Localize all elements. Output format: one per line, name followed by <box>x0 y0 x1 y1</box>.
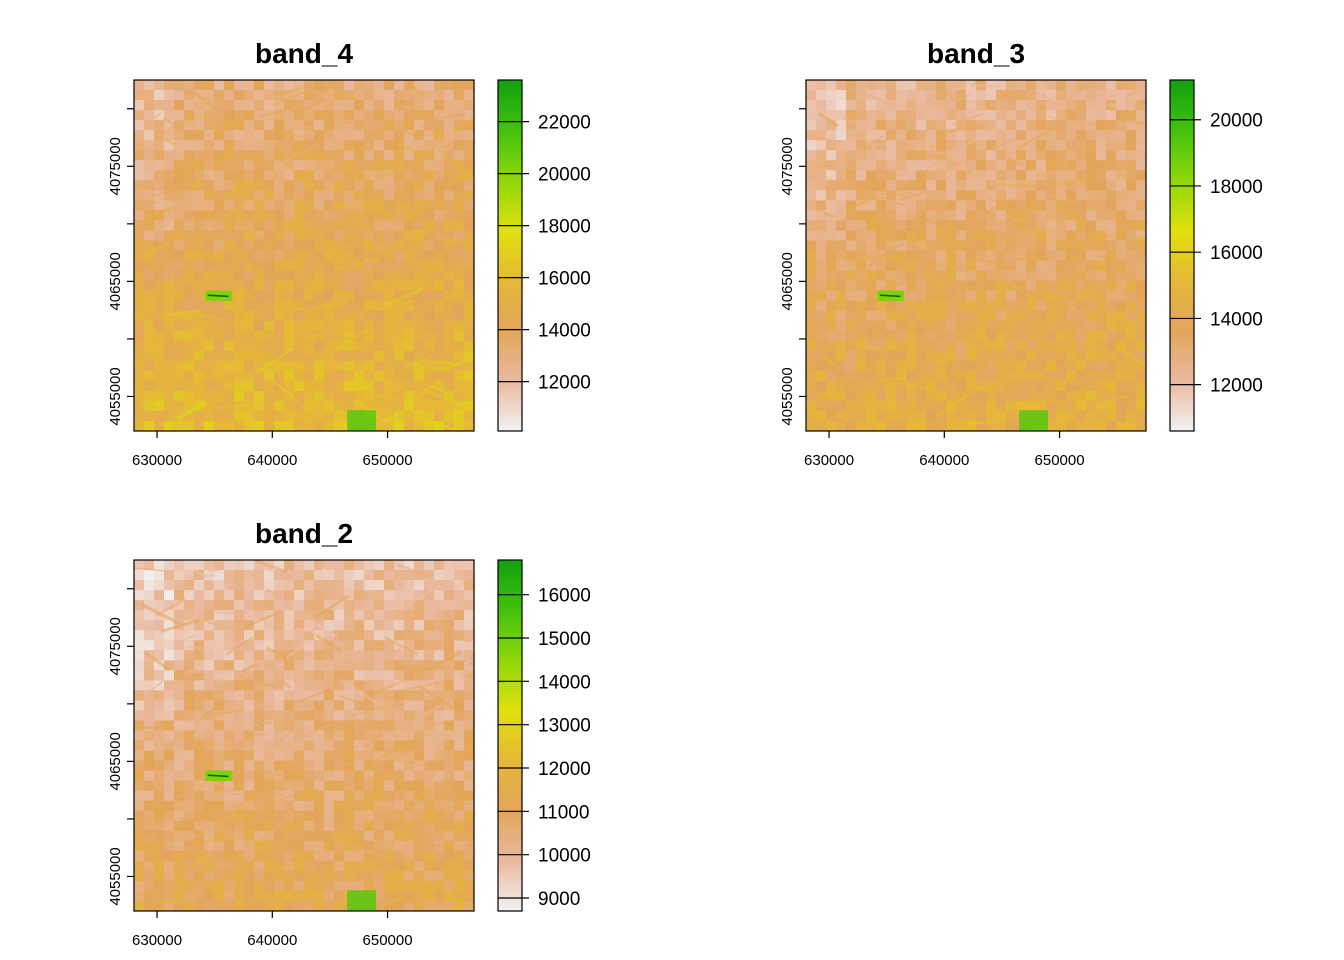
legend-tick-label: 12000 <box>538 373 591 394</box>
raster-image <box>134 560 474 911</box>
legend-frame <box>497 559 523 912</box>
x-tick-label: 640000 <box>919 452 969 469</box>
legend-tick-label: 16000 <box>1210 243 1263 264</box>
chart-panel-band_3: band_3 630000 640000 650000 4055000 4065000 40… <box>779 38 1263 469</box>
x-tick-label: 640000 <box>247 452 297 469</box>
raster-feature-green-field <box>347 890 377 911</box>
legend-tick-label: 11000 <box>538 802 589 823</box>
legend-tick-label: 16000 <box>538 586 591 607</box>
legend-tick-label: 20000 <box>538 165 591 186</box>
legend-tick-label: 22000 <box>538 113 591 134</box>
legend-colorbar: 12000 14000 16000 18000 20000 22000 <box>497 79 591 432</box>
chart-title: band_4 <box>255 38 353 69</box>
legend-tick-label: 18000 <box>538 217 591 238</box>
legend-tick-label: 14000 <box>538 672 591 693</box>
y-tick-label: 4075000 <box>107 137 124 195</box>
raster-image <box>806 80 1146 431</box>
legend-frame <box>1169 79 1195 432</box>
y-tick-label: 4055000 <box>107 847 124 905</box>
y-tick-label: 4055000 <box>779 367 796 425</box>
raster-image <box>134 80 474 431</box>
legend-tick-label: 18000 <box>1210 177 1263 198</box>
x-tick-label: 640000 <box>247 932 297 949</box>
y-tick-label: 4075000 <box>779 137 796 195</box>
x-tick-label: 650000 <box>363 932 413 949</box>
chart-panel-band_4: band_4 630000 640000 650000 4055000 4065000 40… <box>107 38 591 469</box>
legend-tick-label: 9000 <box>538 889 580 910</box>
y-tick-label: 4075000 <box>107 617 124 675</box>
legend-tick-label: 14000 <box>538 321 591 342</box>
legend-tick-label: 14000 <box>1210 309 1263 330</box>
x-tick-label: 630000 <box>132 452 182 469</box>
raster-feature-green-field <box>1019 410 1049 431</box>
legend-tick-label: 20000 <box>1210 111 1263 132</box>
legend-colorbar: 12000 14000 16000 18000 20000 <box>1169 79 1263 432</box>
chart-title: band_2 <box>255 518 353 549</box>
raster-feature-green-field <box>347 410 377 431</box>
plot-frame <box>805 79 1147 432</box>
legend-tick-label: 15000 <box>538 629 591 650</box>
x-tick-label: 650000 <box>1035 452 1085 469</box>
chart-panel-band_2: band_2 630000 640000 650000 4055000 4065000 40… <box>107 518 591 949</box>
legend-tick-label: 12000 <box>538 759 591 780</box>
x-tick-label: 630000 <box>132 932 182 949</box>
y-tick-label: 4065000 <box>107 732 124 790</box>
legend-tick-label: 10000 <box>538 846 591 867</box>
plot-frame <box>133 79 475 432</box>
legend-tick-label: 13000 <box>538 716 591 737</box>
y-tick-label: 4055000 <box>107 367 124 425</box>
y-tick-label: 4065000 <box>779 252 796 310</box>
y-tick-label: 4065000 <box>107 252 124 310</box>
chart-title: band_3 <box>927 38 1025 69</box>
legend-tick-label: 12000 <box>1210 376 1263 397</box>
plot-frame <box>133 559 475 912</box>
x-tick-label: 630000 <box>804 452 854 469</box>
legend-tick-label: 16000 <box>538 269 591 290</box>
legend-frame <box>497 79 523 432</box>
x-tick-label: 650000 <box>363 452 413 469</box>
legend-colorbar: 9000 10000 11000 12000 13000 14000 15000 16000 <box>497 559 591 912</box>
